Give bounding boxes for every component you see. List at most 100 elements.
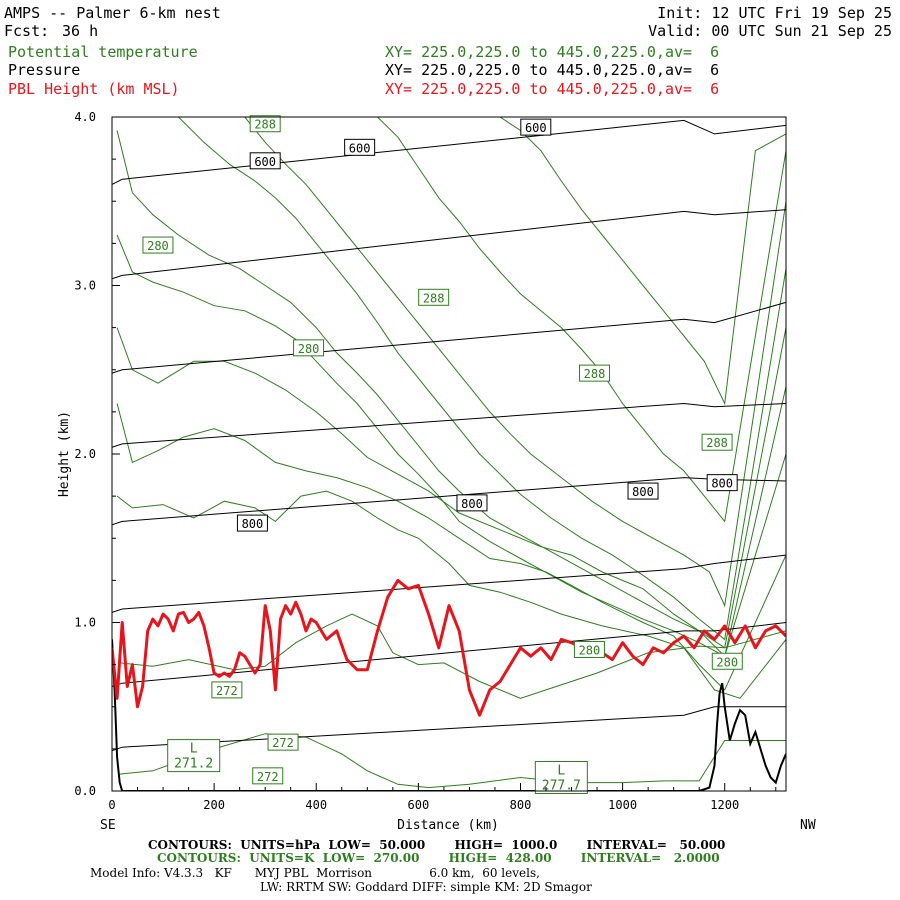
pressure-label-1: 600 (344, 138, 376, 156)
theta-label-8: 280 (711, 652, 743, 670)
pressure-label-5: 800 (627, 482, 659, 500)
theta-contour-8 (244, 117, 786, 608)
field-pbl-name: PBL Height (km MSL) (8, 80, 180, 98)
theta-contours (116, 117, 786, 789)
y-tick-label-1: 1.0 (74, 616, 96, 630)
terrain-line (112, 639, 786, 791)
pressure-label-3: 800 (236, 514, 268, 532)
theta-contour-4 (116, 327, 786, 658)
pressure-label-4-box (456, 494, 488, 512)
theta-label-10-box (252, 767, 284, 785)
low-symbol-1: L (557, 764, 565, 779)
valid-time: Valid: 00 UTC Sun 21 Sep 25 (648, 22, 892, 40)
y-tick-label-4: 4.0 (74, 110, 96, 124)
axes: 0 200 400 600 800 1000 1200 0.0 1.0 2.0 3.0 4.0 (74, 110, 777, 812)
theta-label-10: 272 (252, 767, 284, 785)
pressure-label-6-box (706, 474, 738, 492)
low-box-1 (534, 761, 588, 795)
pressure-label-2-box (520, 118, 552, 136)
pressure-contour-info: CONTOURS: UNITS=hPa LOW= 50.000 HIGH= 10… (148, 838, 726, 852)
low-value-0: 271.2 (174, 757, 213, 772)
pressure-label-6-text: 800 (711, 477, 733, 491)
x-tick-label-6: 1200 (710, 798, 739, 812)
pressure-label-0-box (249, 152, 281, 170)
theta-contour-5 (116, 234, 786, 657)
pressure-label-1-text: 600 (349, 141, 371, 155)
x-tick-label-1: 200 (203, 798, 225, 812)
pressure-label-4-text: 800 (461, 497, 483, 511)
theta-label-9: 272 (267, 733, 299, 751)
pressure-label-6: 800 (706, 474, 738, 492)
pressure-contour-5 (112, 301, 786, 374)
field-pressure-name: Pressure (8, 61, 81, 79)
theta-label-0: 288 (249, 115, 281, 133)
theta-label-9-box (267, 733, 299, 751)
low-box-0 (167, 739, 221, 773)
pressure-contour-0 (112, 706, 786, 752)
pressure-contour-2 (112, 554, 786, 613)
y-axis-label: Height (km) (57, 411, 72, 497)
theta-label-8-box (711, 652, 743, 670)
pressure-label-3-box (236, 514, 268, 532)
pbl-height-line (112, 578, 786, 717)
pressure-contour-1 (112, 622, 786, 687)
forecast-value: 36 h (62, 22, 99, 40)
y-tick-label-2: 2.0 (74, 447, 96, 461)
theta-label-0-text: 288 (254, 118, 276, 132)
theta-contour-7 (178, 117, 786, 641)
theta-contour-0 (119, 733, 786, 789)
x-end-label-left: SE (100, 818, 116, 833)
theta-label-9-text: 272 (272, 736, 294, 750)
theta-label-5: 288 (701, 433, 733, 451)
pbl-height-series (112, 578, 786, 717)
field-pressure-xy: XY= 225.0,225.0 to 445.0,225.0,av= 6 (385, 61, 720, 79)
contour-labels: 600 600 600 800 800 800 800 288 280 288 280 288 288 2… (142, 115, 743, 795)
init-time: Init: 12 UTC Fri 19 Sep 25 (657, 4, 892, 22)
theta-label-6-text: 272 (216, 684, 238, 698)
y-tick-label-0: 0.0 (74, 784, 96, 798)
theta-label-5-box (701, 433, 733, 451)
theta-label-1-box (142, 236, 174, 254)
theta-label-0-box (249, 115, 281, 133)
pressure-contour-6 (112, 209, 786, 280)
theta-contour-10 (499, 117, 786, 406)
low-symbol-0: L (190, 742, 198, 757)
theta-contour-9 (377, 117, 786, 523)
theta-label-3: 280 (293, 339, 325, 357)
model-info-line2: LW: RRTM SW: Goddard DIFF: simple KM: 2D… (260, 880, 592, 894)
theta-label-6: 272 (211, 681, 243, 699)
field-theta-xy: XY= 225.0,225.0 to 445.0,225.0,av= 6 (385, 43, 720, 61)
theta-label-8-text: 280 (716, 655, 738, 669)
pressure-contour-4 (112, 402, 786, 448)
x-tick-label-0: 0 (108, 798, 115, 812)
theta-label-7-box (573, 640, 605, 658)
field-theta-name: Potential temperature (8, 43, 198, 61)
pressure-label-0-text: 600 (254, 155, 276, 169)
x-tick-label-5: 1000 (608, 798, 637, 812)
theta-label-6-box (211, 681, 243, 699)
forecast-label: Fcst: (4, 22, 50, 40)
theta-label-10-text: 272 (257, 770, 279, 784)
x-end-label-right: NW (800, 818, 816, 833)
theta-contour-info: CONTOURS: UNITS=K LOW= 270.00 HIGH= 428.… (157, 851, 720, 865)
theta-label-2-text: 288 (423, 291, 445, 305)
theta-label-4: 288 (579, 364, 611, 382)
x-axis-label: Distance (km) (397, 818, 499, 833)
theta-contour-6 (116, 130, 786, 649)
field-pbl-xy: XY= 225.0,225.0 to 445.0,225.0,av= 6 (385, 80, 720, 98)
pressure-contours (112, 119, 786, 752)
theta-label-5-text: 288 (706, 436, 728, 450)
theta-label-1: 280 (142, 236, 174, 254)
theta-label-7: 280 (573, 640, 605, 658)
theta-label-4-box (579, 364, 611, 382)
theta-contour-2 (116, 490, 786, 699)
theta-label-2: 288 (418, 288, 450, 306)
theta-label-2-box (418, 288, 450, 306)
pressure-label-5-box (627, 482, 659, 500)
theta-label-7-text: 280 (579, 643, 601, 657)
pressure-label-0: 600 (249, 152, 281, 170)
chart-title: AMPS -- Palmer 6-km nest (4, 4, 221, 22)
theta-contour-1 (119, 613, 786, 699)
pressure-label-1-box (344, 138, 376, 156)
